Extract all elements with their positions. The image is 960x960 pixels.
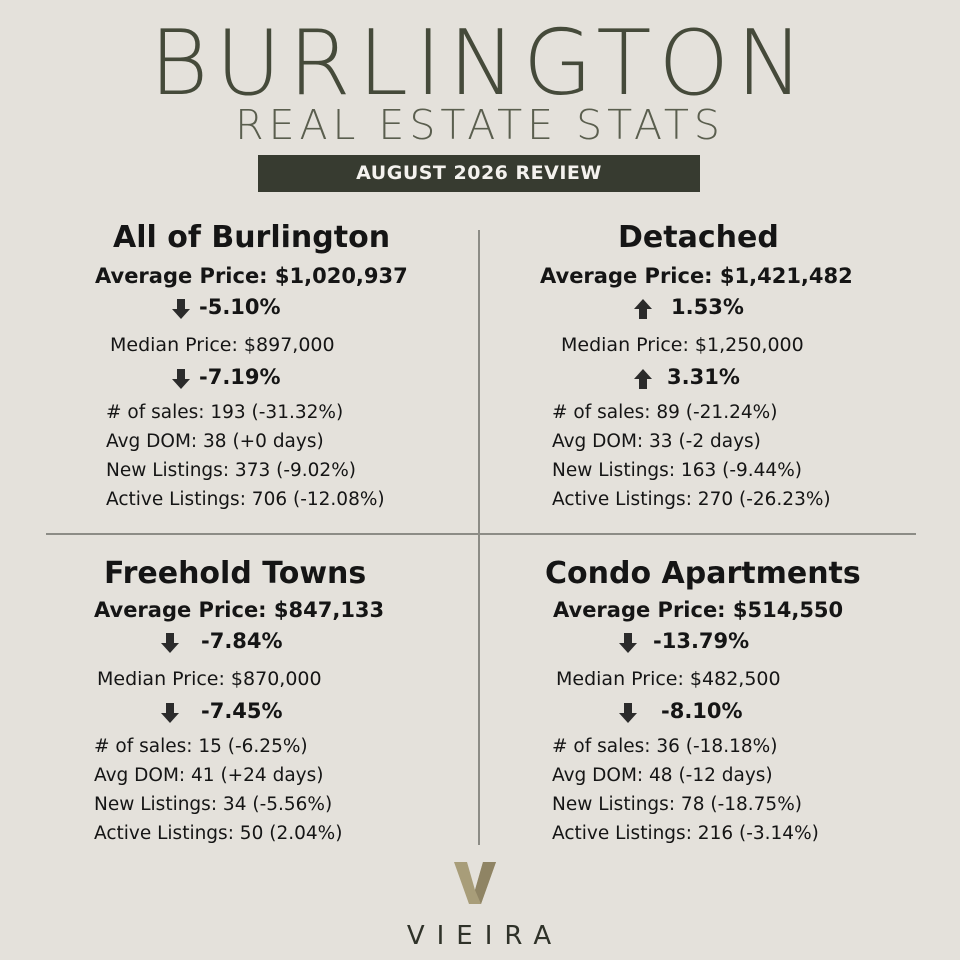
stat-avg-dom: Avg DOM: 38 (+0 days)	[106, 431, 324, 452]
average-price-change: -7.84%	[201, 629, 283, 653]
arrow-down-icon	[172, 299, 190, 319]
median-price-change: -8.10%	[661, 699, 743, 723]
stat-avg-dom: Avg DOM: 48 (-12 days)	[552, 765, 773, 786]
stat-active-listings: Active Listings: 50 (2.04%)	[94, 823, 343, 844]
average-price-change: 1.53%	[671, 295, 744, 319]
quadrant-detached: Detached Average Price: $1,421,482 1.53%…	[0, 0, 853, 510]
v-monogram-icon	[454, 862, 496, 904]
vertical-divider	[478, 230, 480, 845]
average-price: Average Price: $1,421,482	[540, 264, 853, 288]
arrow-down-icon	[619, 703, 637, 723]
median-price: Median Price: $870,000	[97, 668, 322, 690]
stats-list: # of sales: 89 (-21.24%) Avg DOM: 33 (-2…	[552, 398, 831, 514]
quadrant-condo-apartments: Condo Apartments Average Price: $514,550…	[0, 0, 861, 844]
quadrant-heading: Freehold Towns	[104, 556, 367, 591]
page-subtitle: REAL ESTATE STATS	[235, 101, 725, 149]
arrow-down-icon	[619, 633, 637, 653]
arrow-down-icon	[161, 633, 179, 653]
arrow-up-icon	[634, 299, 652, 319]
stat-active-listings: Active Listings: 270 (-26.23%)	[552, 489, 831, 510]
stat-new-listings: New Listings: 78 (-18.75%)	[552, 794, 803, 815]
average-price-change: -5.10%	[199, 295, 281, 319]
median-price: Median Price: $1,250,000	[561, 334, 804, 356]
average-price: Average Price: $514,550	[553, 598, 844, 622]
quadrant-heading: Condo Apartments	[545, 556, 861, 591]
arrow-down-icon	[172, 369, 190, 389]
arrow-up-icon	[634, 369, 652, 389]
quadrant-freehold-towns: Freehold Towns Average Price: $847,133 -…	[0, 0, 470, 844]
quadrant-all-of-burlington: All of Burlington Average Price: $1,020,…	[0, 0, 470, 510]
stat-active-listings: Active Listings: 216 (-3.14%)	[552, 823, 819, 844]
stat-sales: # of sales: 193 (-31.32%)	[106, 402, 344, 423]
stat-avg-dom: Avg DOM: 33 (-2 days)	[552, 431, 761, 452]
stat-new-listings: New Listings: 34 (-5.56%)	[94, 794, 333, 815]
stat-active-listings: Active Listings: 706 (-12.08%)	[106, 489, 385, 510]
stats-list: # of sales: 36 (-18.18%) Avg DOM: 48 (-1…	[552, 732, 819, 848]
stat-new-listings: New Listings: 163 (-9.44%)	[552, 460, 803, 481]
median-price: Median Price: $897,000	[110, 334, 335, 356]
average-price: Average Price: $847,133	[94, 598, 385, 622]
median-price: Median Price: $482,500	[556, 668, 781, 690]
page-title: BURLINGTON	[149, 11, 811, 116]
stat-sales: # of sales: 36 (-18.18%)	[552, 736, 778, 757]
median-price-change: -7.45%	[201, 699, 283, 723]
stats-list: # of sales: 15 (-6.25%) Avg DOM: 41 (+24…	[94, 732, 342, 848]
arrow-down-icon	[161, 703, 179, 723]
stats-list: # of sales: 193 (-31.32%) Avg DOM: 38 (+…	[106, 398, 385, 514]
stat-avg-dom: Avg DOM: 41 (+24 days)	[94, 765, 324, 786]
stat-sales: # of sales: 89 (-21.24%)	[552, 402, 778, 423]
stat-new-listings: New Listings: 373 (-9.02%)	[106, 460, 357, 481]
review-banner: AUGUST 2026 REVIEW	[258, 155, 700, 192]
horizontal-divider	[46, 533, 916, 535]
average-price: Average Price: $1,020,937	[95, 264, 408, 288]
average-price-change: -13.79%	[653, 629, 750, 653]
median-price-change: -7.19%	[199, 365, 281, 389]
median-price-change: 3.31%	[667, 365, 740, 389]
brand-logo-text: VIEIRA	[406, 921, 564, 951]
quadrant-heading: Detached	[618, 220, 779, 255]
stat-sales: # of sales: 15 (-6.25%)	[94, 736, 308, 757]
quadrant-heading: All of Burlington	[113, 220, 391, 255]
